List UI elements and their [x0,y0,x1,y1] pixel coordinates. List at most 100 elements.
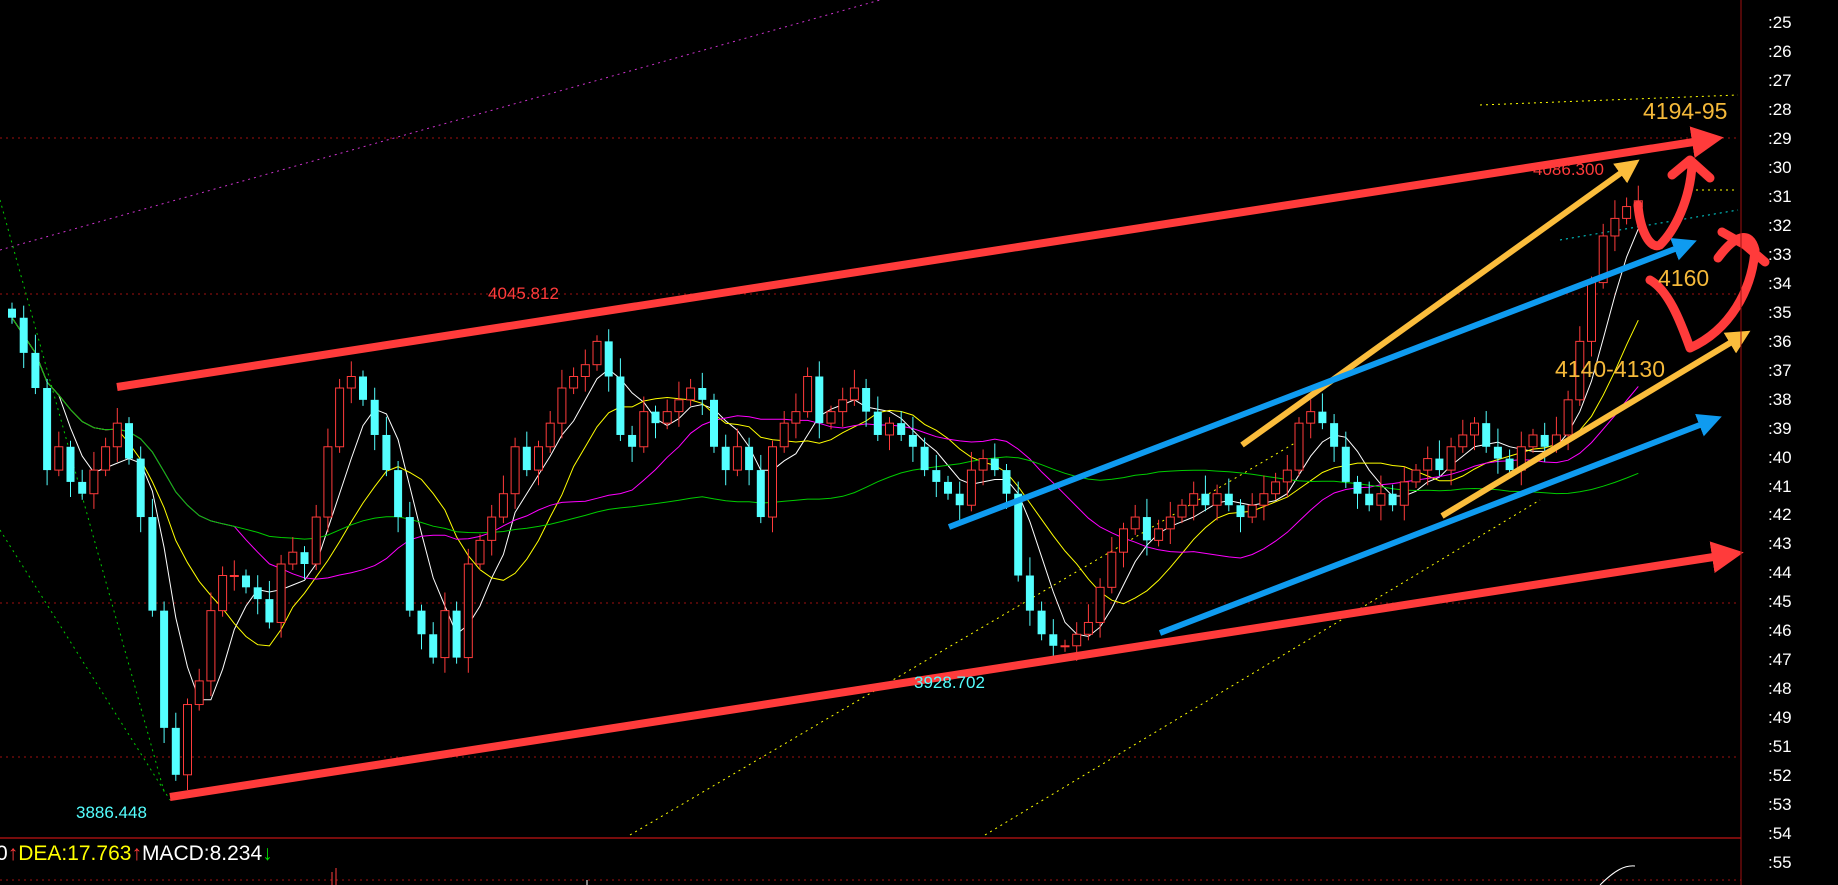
candle [1610,200,1620,252]
moving-average-ma60 [11,317,1639,540]
candle-body [1528,434,1538,448]
candle-body [1330,423,1339,447]
candle [440,592,450,673]
candle [826,405,836,430]
candle [89,451,99,509]
macd-value: MACD:8.234 [141,842,263,865]
candle [194,668,204,711]
candle-body [1037,610,1046,635]
moving-average-lines [11,228,1639,701]
candle [978,449,988,486]
candle [183,698,192,790]
candle-body [1388,493,1397,506]
candle-body [101,446,111,471]
candle-body [183,704,192,776]
price-axis-label: :32 [1768,215,1792,235]
candle [1318,393,1327,430]
candle-body [1470,422,1479,436]
candle-body [1177,504,1187,518]
candle [1353,475,1362,509]
candle-body [1130,516,1140,530]
candle-body [966,469,976,506]
candle-body [1540,434,1549,447]
candle [580,349,590,392]
candle [1330,414,1339,462]
candle [1037,601,1046,641]
candle-body [1247,504,1257,518]
candle-body [1189,493,1199,506]
candle-body [862,388,871,412]
candle-body [19,317,28,353]
candle-body [1610,217,1620,237]
price-axis-label: :36 [1768,331,1792,351]
candle-body [1411,469,1421,483]
candle-body [1598,235,1608,284]
dif-value: 0 [0,842,8,865]
candle [300,546,309,580]
candle-body [253,587,262,600]
candle-body [242,575,250,588]
candle [1271,472,1281,500]
candle [1306,399,1316,439]
moving-average-ma10 [11,317,1639,647]
candle-body [452,610,461,658]
candle [66,440,75,498]
candle-body [429,634,438,658]
candle-body [1376,493,1386,506]
candle [1622,197,1632,225]
candle-body [8,308,16,318]
candle-body [31,352,40,389]
candle-body [1025,575,1034,611]
price-axis-label: :30 [1768,157,1792,177]
price-axis-label: :41 [1768,476,1792,496]
candle [1587,276,1596,357]
candle [1482,411,1491,453]
candle [990,443,999,477]
candle [862,378,871,427]
candle [1154,519,1164,547]
candle-body [838,399,848,413]
candle-body [89,469,99,495]
candle [815,361,824,439]
candle-body [932,470,941,482]
candle-body [265,599,274,623]
candle [1236,499,1245,533]
candle-body [370,399,379,435]
price-axis-label: :52 [1768,766,1792,786]
candle-body [698,388,707,400]
candle-body [779,422,789,448]
candle [768,440,777,533]
candle [242,569,250,594]
candle-body [276,563,286,623]
candle-body [171,727,180,775]
price-axis-label: :31 [1768,186,1792,206]
candle [405,501,414,617]
candle [873,396,882,442]
candle [1002,464,1011,509]
candle-body [628,434,637,447]
candle [78,469,87,500]
candle-body [206,610,216,682]
candle [206,592,216,697]
candle-body [1060,645,1070,648]
candle [1505,449,1514,477]
candle-body [463,563,473,659]
price-axis-label: :29 [1768,128,1792,148]
candle-body [1365,493,1374,506]
candle-body [580,364,590,378]
candle [1446,437,1456,486]
candles [8,185,1643,790]
candle-body [346,376,356,389]
candle [1399,466,1409,521]
candle-body [498,493,508,518]
candle [125,417,133,465]
candle [359,370,367,406]
price-axis-label: :26 [1768,41,1792,61]
price-axis-label: :34 [1768,273,1792,293]
reference-lines [0,137,1738,758]
candle-body [604,341,613,377]
candle-body [1575,340,1585,401]
price-axis-label: :49 [1768,708,1792,728]
candle [756,454,765,524]
candle [311,504,321,571]
